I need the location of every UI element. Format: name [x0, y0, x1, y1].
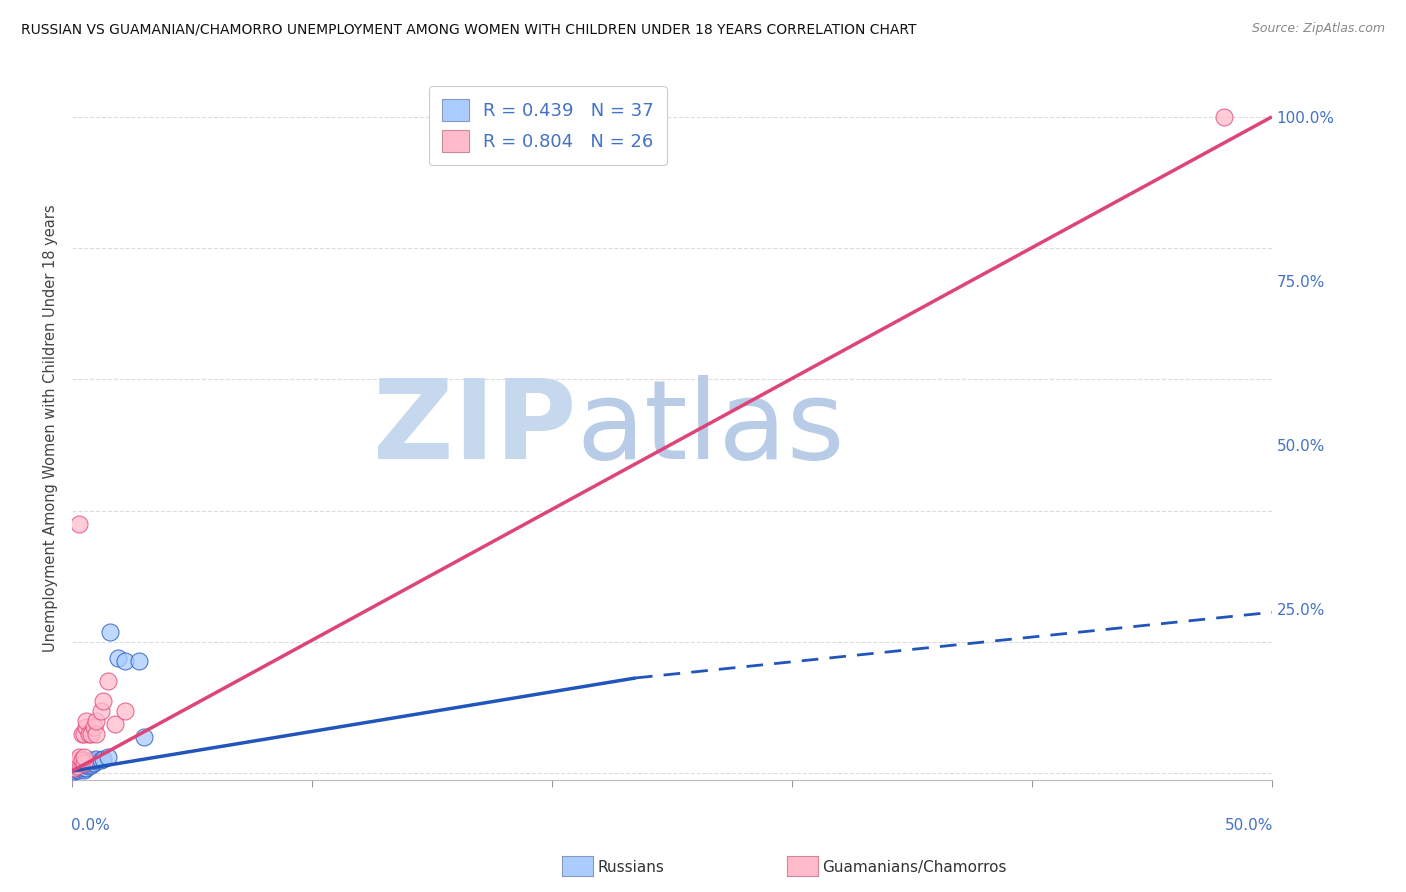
Point — [77, 727, 100, 741]
Point — [1212, 110, 1234, 124]
Point — [70, 756, 93, 771]
Point — [66, 759, 89, 773]
Point — [73, 758, 96, 772]
Point — [83, 756, 105, 771]
Point — [67, 756, 90, 771]
Point — [63, 763, 86, 777]
Point — [91, 751, 114, 765]
Point — [73, 761, 96, 775]
Point — [75, 714, 97, 728]
Point — [80, 727, 103, 741]
Point — [66, 758, 89, 772]
Text: Source: ZipAtlas.com: Source: ZipAtlas.com — [1251, 22, 1385, 36]
Point — [66, 754, 89, 768]
Point — [114, 655, 136, 669]
Point — [63, 761, 86, 775]
Point — [66, 759, 89, 773]
Point — [73, 727, 96, 741]
Text: RUSSIAN VS GUAMANIAN/CHAMORRO UNEMPLOYMENT AMONG WOMEN WITH CHILDREN UNDER 18 YE: RUSSIAN VS GUAMANIAN/CHAMORRO UNEMPLOYME… — [21, 22, 917, 37]
Point — [67, 763, 90, 777]
Point — [67, 761, 90, 775]
Point — [114, 704, 136, 718]
Point — [75, 720, 97, 734]
Legend: R = 0.439   N = 37, R = 0.804   N = 26: R = 0.439 N = 37, R = 0.804 N = 26 — [429, 87, 666, 165]
Point — [73, 749, 96, 764]
Text: Russians: Russians — [598, 860, 665, 874]
Point — [84, 714, 107, 728]
Point — [73, 756, 96, 771]
Point — [66, 761, 89, 775]
Point — [67, 749, 90, 764]
Point — [104, 716, 127, 731]
Point — [107, 651, 129, 665]
Point — [97, 674, 120, 689]
Point — [67, 516, 90, 531]
Point — [132, 730, 155, 744]
Text: atlas: atlas — [576, 375, 845, 482]
Point — [84, 751, 107, 765]
Point — [77, 759, 100, 773]
Point — [70, 727, 93, 741]
Text: Guamanians/Chamorros: Guamanians/Chamorros — [823, 860, 1007, 874]
Point — [70, 761, 93, 775]
Point — [84, 727, 107, 741]
Point — [128, 655, 150, 669]
Point — [97, 750, 120, 764]
Point — [73, 756, 96, 771]
Point — [63, 761, 86, 775]
Point — [83, 720, 105, 734]
Point — [67, 753, 90, 767]
Point — [80, 758, 103, 772]
Text: 50.0%: 50.0% — [1225, 818, 1272, 833]
Point — [80, 753, 103, 767]
Point — [70, 759, 93, 773]
Point — [73, 763, 96, 777]
Point — [67, 759, 90, 773]
Point — [90, 704, 112, 718]
Point — [67, 757, 90, 772]
Point — [100, 624, 122, 639]
Point — [90, 753, 112, 767]
Point — [77, 756, 100, 771]
Point — [63, 764, 86, 778]
Point — [63, 756, 86, 771]
Point — [75, 756, 97, 770]
Point — [75, 758, 97, 772]
Point — [75, 761, 97, 775]
Point — [84, 754, 107, 768]
Text: ZIP: ZIP — [373, 375, 576, 482]
Point — [66, 763, 89, 777]
Point — [80, 756, 103, 770]
Point — [70, 753, 93, 767]
Text: 0.0%: 0.0% — [70, 818, 110, 833]
Point — [91, 694, 114, 708]
Y-axis label: Unemployment Among Women with Children Under 18 years: Unemployment Among Women with Children U… — [44, 205, 58, 652]
